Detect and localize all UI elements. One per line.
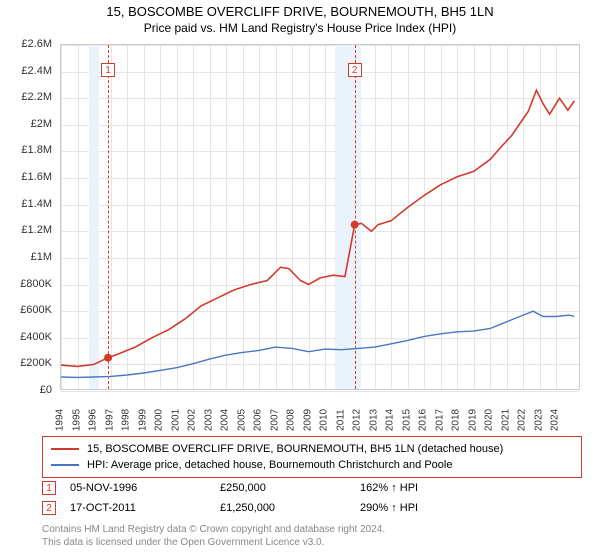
sale-marker-icon: 1 — [42, 481, 56, 495]
sale-row: 2 17-OCT-2011£1,250,000290% ↑ HPI — [42, 498, 582, 518]
x-tick-label: 2010 — [319, 409, 330, 431]
sale-price: £250,000 — [220, 482, 360, 494]
chart-container: 15, BOSCOMBE OVERCLIFF DRIVE, BOURNEMOUT… — [0, 0, 600, 560]
x-tick-label: 1999 — [137, 409, 148, 431]
x-tick-label: 2003 — [203, 409, 214, 431]
x-tick-label: 2024 — [550, 409, 561, 431]
x-tick-label: 2011 — [335, 409, 346, 431]
x-tick-label: 2013 — [368, 409, 379, 431]
x-tick-label: 1996 — [88, 409, 99, 431]
x-tick-label: 2002 — [187, 409, 198, 431]
y-tick-label: £2M — [31, 118, 52, 130]
x-tick-label: 2004 — [220, 409, 231, 431]
x-tick-label: 1997 — [104, 409, 115, 431]
legend-swatch — [51, 448, 79, 450]
y-tick-label: £1.8M — [21, 144, 52, 156]
legend-label: HPI: Average price, detached house, Bour… — [87, 459, 452, 471]
sale-callout: 2 — [348, 63, 362, 77]
sale-point — [104, 354, 112, 362]
series-hpi — [61, 311, 574, 377]
legend-row: 15, BOSCOMBE OVERCLIFF DRIVE, BOURNEMOUT… — [51, 441, 573, 457]
y-tick-label: £1.2M — [21, 224, 52, 236]
sale-price: £1,250,000 — [220, 502, 360, 514]
y-tick-label: £2.6M — [21, 38, 52, 50]
series-svg — [61, 45, 581, 391]
legend: 15, BOSCOMBE OVERCLIFF DRIVE, BOURNEMOUT… — [42, 436, 582, 478]
y-tick-label: £0 — [40, 384, 52, 396]
y-tick-label: £2.2M — [21, 91, 52, 103]
x-axis-labels: 1994199519961997199819992000200120022003… — [60, 392, 580, 432]
y-tick-label: £1M — [31, 251, 52, 263]
sale-delta: 290% ↑ HPI — [360, 502, 418, 514]
x-tick-label: 1998 — [121, 409, 132, 431]
x-tick-label: 2009 — [302, 409, 313, 431]
sale-callout: 1 — [101, 63, 115, 77]
x-tick-label: 2023 — [533, 409, 544, 431]
title-block: 15, BOSCOMBE OVERCLIFF DRIVE, BOURNEMOUT… — [0, 0, 600, 35]
title-address: 15, BOSCOMBE OVERCLIFF DRIVE, BOURNEMOUT… — [0, 4, 600, 19]
x-tick-label: 2015 — [401, 409, 412, 431]
x-tick-label: 1995 — [71, 409, 82, 431]
attribution-line1: Contains HM Land Registry data © Crown c… — [42, 524, 582, 537]
title-subtitle: Price paid vs. HM Land Registry's House … — [0, 21, 600, 35]
legend-row: HPI: Average price, detached house, Bour… — [51, 457, 573, 473]
y-tick-label: £800K — [20, 278, 52, 290]
x-tick-label: 2000 — [154, 409, 165, 431]
y-tick-label: £1.4M — [21, 198, 52, 210]
attribution-line2: This data is licensed under the Open Gov… — [42, 537, 582, 550]
y-tick-label: £600K — [20, 304, 52, 316]
x-tick-label: 2014 — [385, 409, 396, 431]
y-tick-label: £400K — [20, 331, 52, 343]
x-tick-label: 2008 — [286, 409, 297, 431]
x-tick-label: 2005 — [236, 409, 247, 431]
x-tick-label: 2001 — [170, 409, 181, 431]
x-tick-label: 2020 — [484, 409, 495, 431]
y-tick-label: £1.6M — [21, 171, 52, 183]
x-tick-label: 2012 — [352, 409, 363, 431]
sale-row: 1 05-NOV-1996£250,000162% ↑ HPI — [42, 478, 582, 498]
sales-table: 1 05-NOV-1996£250,000162% ↑ HPI 2 17-OCT-20… — [42, 478, 582, 518]
x-tick-label: 2019 — [467, 409, 478, 431]
legend-label: 15, BOSCOMBE OVERCLIFF DRIVE, BOURNEMOUT… — [87, 443, 503, 455]
x-tick-label: 2017 — [434, 409, 445, 431]
x-tick-label: 2022 — [517, 409, 528, 431]
x-tick-label: 2016 — [418, 409, 429, 431]
legend-swatch — [51, 464, 79, 466]
sale-date: 05-NOV-1996 — [70, 482, 220, 494]
sale-date: 17-OCT-2011 — [70, 502, 220, 514]
sale-marker-icon: 2 — [42, 501, 56, 515]
y-tick-label: £200K — [20, 357, 52, 369]
x-tick-label: 2021 — [500, 409, 511, 431]
sale-delta: 162% ↑ HPI — [360, 482, 418, 494]
x-tick-label: 2018 — [451, 409, 462, 431]
y-axis-labels: £0£200K£400K£600K£800K£1M£1.2M£1.4M£1.6M… — [0, 44, 56, 390]
x-tick-label: 1994 — [55, 409, 66, 431]
plot-area: 12 — [60, 44, 580, 390]
x-tick-label: 2006 — [253, 409, 264, 431]
y-tick-label: £2.4M — [21, 65, 52, 77]
attribution: Contains HM Land Registry data © Crown c… — [42, 524, 582, 549]
x-tick-label: 2007 — [269, 409, 280, 431]
sale-point — [351, 221, 359, 229]
